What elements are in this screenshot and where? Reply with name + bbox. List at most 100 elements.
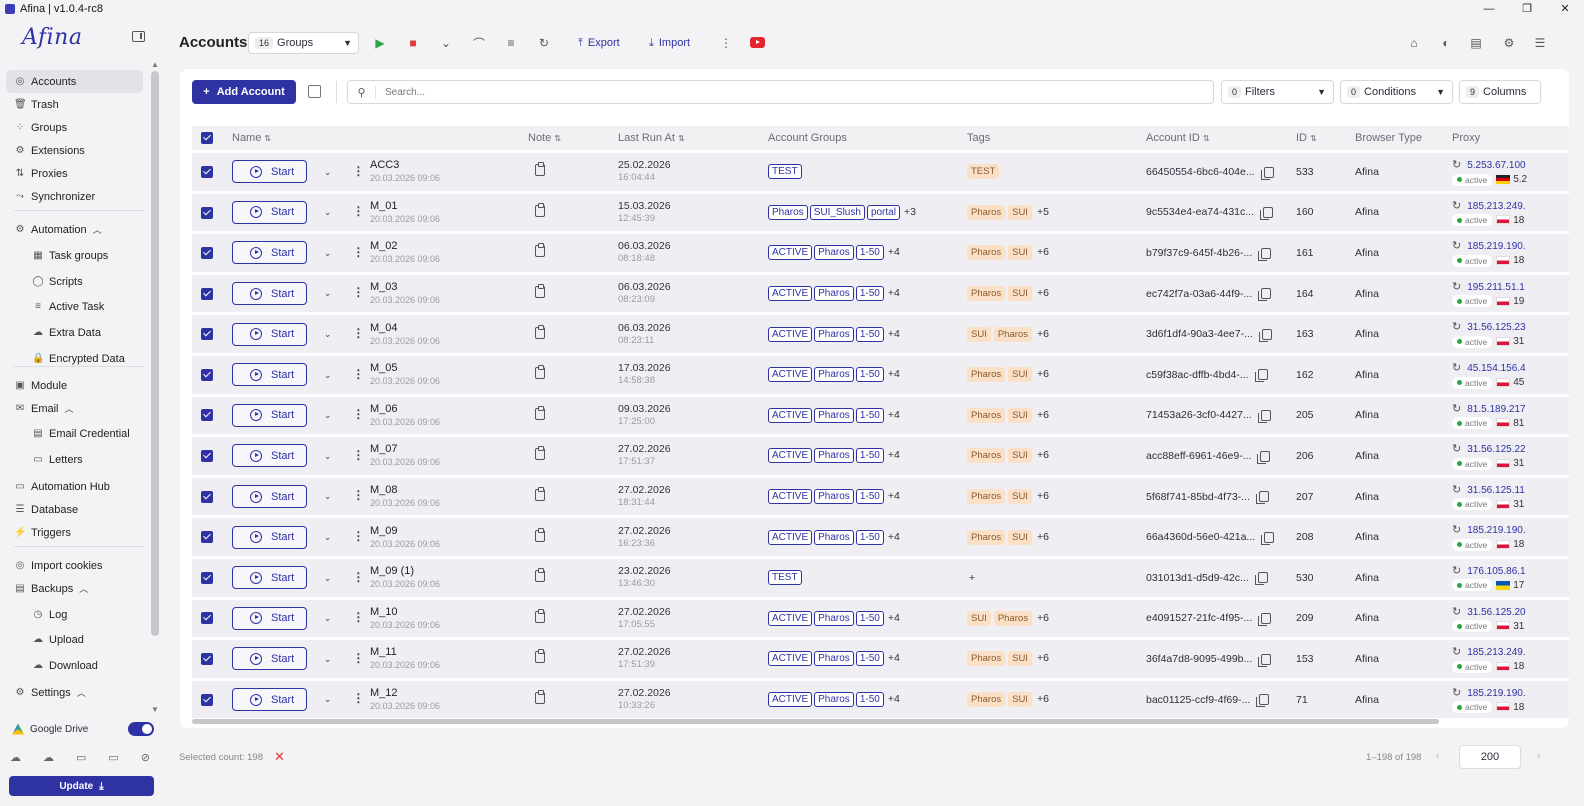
refresh-icon[interactable]: ↻ <box>1452 362 1462 375</box>
proxy-cell[interactable]: ↻ 31.56.125.23 active 31 <box>1452 315 1569 353</box>
copy-icon[interactable] <box>1257 450 1271 464</box>
row-select-cell[interactable] <box>192 315 220 353</box>
groups-more[interactable]: +4 <box>887 652 900 665</box>
kebab-menu-icon[interactable]: ⋮ <box>352 650 365 665</box>
clipboard-icon[interactable] <box>535 324 545 339</box>
table-row[interactable]: Start ⌄ ⋮ M_10 20.03.2026 09:06 27.02.20… <box>192 599 1569 638</box>
cloud-download-icon[interactable]: ☁ <box>42 752 54 764</box>
account-group-badge[interactable]: ACTIVE <box>768 651 813 667</box>
row-select-cell[interactable] <box>192 477 220 516</box>
copy-icon[interactable] <box>1257 410 1271 424</box>
folder-upload-icon[interactable]: ▭ <box>75 752 87 764</box>
account-group-badge[interactable]: Pharos <box>814 326 854 342</box>
account-group-badge[interactable]: portal <box>866 204 900 220</box>
cloud-upload-icon[interactable]: ☁ <box>10 752 21 764</box>
row-select-cell[interactable] <box>192 640 220 678</box>
refresh-icon[interactable]: ↻ <box>1452 646 1462 659</box>
select-all-cell[interactable] <box>192 126 220 150</box>
clipboard-icon[interactable] <box>535 649 545 664</box>
table-row[interactable]: Start ⌄ ⋮ ACC3 20.03.2026 09:06 25.02.20… <box>192 153 1569 191</box>
account-group-badge[interactable]: Pharos <box>814 367 854 383</box>
chevron-down-icon[interactable]: ⌄ <box>323 694 332 705</box>
proxy-address[interactable]: 195.211.51.1 <box>1467 281 1525 293</box>
sidebar-item-upload[interactable]: ☁ Upload <box>6 628 143 651</box>
groups-more[interactable]: +4 <box>887 287 900 300</box>
select-all-checkbox[interactable] <box>201 132 213 145</box>
sidebar-item-triggers[interactable]: ⚡ Triggers <box>6 521 143 544</box>
sidebar-item-log[interactable]: ◷ Log <box>6 603 143 626</box>
proxy-cell[interactable]: ↻ 185.213.249. active 18 <box>1452 193 1569 232</box>
clipboard-icon[interactable] <box>535 162 545 177</box>
name-cell[interactable]: M_06 20.03.2026 09:06 <box>370 396 528 435</box>
copy-icon[interactable] <box>1258 653 1272 667</box>
account-group-badge[interactable]: 1-50 <box>855 692 884 708</box>
proxy-cell[interactable]: ↻ 31.56.125.11 active 31 <box>1452 477 1569 516</box>
proxy-address[interactable]: 81.5.189.217 <box>1467 403 1526 415</box>
row-select-cell[interactable] <box>192 234 220 272</box>
start-button[interactable]: Start <box>232 241 307 265</box>
clipboard-icon[interactable] <box>535 284 545 299</box>
account-group-badge[interactable]: Pharos <box>814 286 854 302</box>
note-cell[interactable] <box>528 355 618 394</box>
folder-download-icon[interactable]: ▭ <box>108 752 119 764</box>
tag-badge[interactable]: SUI <box>967 326 991 342</box>
chevron-up-icon[interactable]: ︿ <box>92 225 102 235</box>
note-cell[interactable] <box>528 274 618 313</box>
col-id[interactable]: ID ⇅ <box>1296 126 1355 150</box>
kebab-menu-icon[interactable]: ⋮ <box>352 285 365 300</box>
chevron-down-icon[interactable]: ⌄ <box>323 166 332 177</box>
account-group-badge[interactable]: 1-50 <box>855 326 884 342</box>
row-checkbox[interactable] <box>201 287 213 300</box>
google-drive-toggle[interactable] <box>128 722 154 736</box>
sidebar-item-email[interactable]: ✉ Email ︿ <box>6 397 143 420</box>
row-select-cell[interactable] <box>192 274 220 313</box>
tag-badge[interactable]: SUI <box>1008 448 1032 464</box>
sidebar-item-extra-data[interactable]: ☁ Extra Data <box>6 321 143 344</box>
chevron-down-icon[interactable]: ⌄ <box>323 369 332 380</box>
kebab-menu-icon[interactable]: ⋮ <box>352 244 365 259</box>
tags-more[interactable]: +6 <box>1036 611 1049 624</box>
start-button[interactable]: Start <box>232 282 307 306</box>
tags-more[interactable]: +6 <box>1036 693 1049 706</box>
copy-icon[interactable] <box>1256 694 1270 708</box>
groups-more[interactable]: +3 <box>903 205 916 218</box>
sidebar-item-automation[interactable]: ⚙ Automation ︿ <box>6 218 143 241</box>
tags-more[interactable]: +6 <box>1036 327 1049 340</box>
chevron-down-icon[interactable]: ⌄ <box>323 328 332 339</box>
kebab-menu-icon[interactable]: ⋮ <box>352 325 365 340</box>
account-group-badge[interactable]: ACTIVE <box>768 326 813 342</box>
sidebar-item-extensions[interactable]: ⚙ Extensions <box>6 139 143 162</box>
row-select-cell[interactable] <box>192 396 220 435</box>
row-checkbox[interactable] <box>201 165 213 178</box>
table-row[interactable]: Start ⌄ ⋮ M_09 (1) 20.03.2026 09:06 23.0… <box>192 558 1569 597</box>
chevron-down-icon[interactable]: ⌄ <box>323 531 332 542</box>
start-button[interactable]: Start <box>232 566 307 590</box>
note-cell[interactable] <box>528 558 618 597</box>
account-group-badge[interactable]: Pharos <box>814 448 854 464</box>
start-button[interactable]: Start <box>232 200 307 224</box>
search-box[interactable]: ⚲ <box>347 80 1214 104</box>
tag-badge[interactable]: Pharos <box>967 286 1006 302</box>
sidebar-item-import-cookies[interactable]: ◎ Import cookies <box>6 554 143 577</box>
sidebar-item-groups[interactable]: ⁘ Groups <box>6 116 143 139</box>
row-checkbox[interactable] <box>201 531 213 544</box>
sidebar-item-email-credential[interactable]: ▤ Email Credential <box>6 422 143 445</box>
table-row[interactable]: Start ⌄ ⋮ M_07 20.03.2026 09:06 27.02.20… <box>192 437 1569 475</box>
proxy-cell[interactable]: ↻ 185.213.249. active 18 <box>1452 640 1569 678</box>
table-row[interactable]: Start ⌄ ⋮ M_01 20.03.2026 09:06 15.03.20… <box>192 193 1569 232</box>
chevron-down-icon[interactable]: ⌄ <box>323 491 332 502</box>
tag-badge[interactable]: Pharos <box>967 245 1006 261</box>
columns-select[interactable]: 9 Columns <box>1459 80 1541 104</box>
note-cell[interactable] <box>528 437 618 475</box>
clipboard-icon[interactable] <box>535 487 545 502</box>
clipboard-icon[interactable] <box>535 405 545 420</box>
groups-more[interactable]: +4 <box>887 368 900 381</box>
copy-icon[interactable] <box>1254 572 1268 586</box>
tag-badge[interactable]: SUI <box>1008 489 1032 505</box>
copy-icon[interactable] <box>1261 531 1275 545</box>
note-cell[interactable] <box>528 680 618 719</box>
clear-selection-icon[interactable]: ✕ <box>274 749 285 764</box>
hide-icon[interactable]: ⊘ <box>140 752 150 764</box>
refresh-icon[interactable]: ↻ <box>1452 443 1462 456</box>
tags-more[interactable]: +6 <box>1036 530 1049 543</box>
